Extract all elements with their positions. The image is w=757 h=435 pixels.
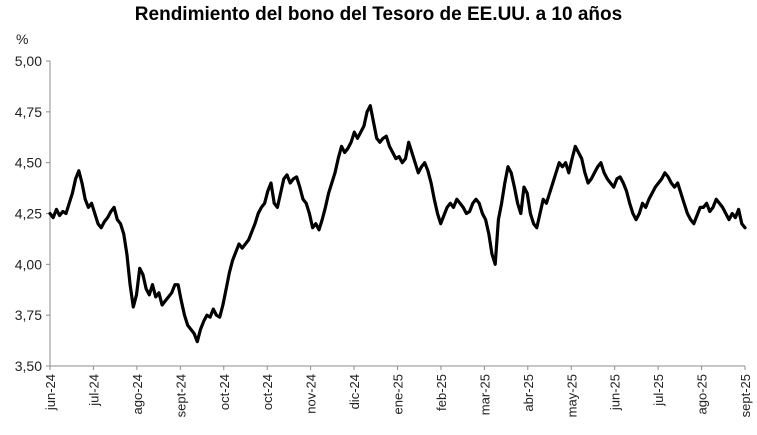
y-tick-label: 4,00 [15,256,42,272]
y-tick-label: 4,50 [15,155,42,171]
x-tick-label: jun-24 [43,374,58,411]
x-tick-label: dic-24 [347,374,362,409]
x-tick-label: oct-24 [260,374,275,410]
series-group [48,104,747,344]
chart-title: Rendimiento del bono del Tesoro de EE.UU… [134,4,623,25]
y-tick-label: 5,00 [15,53,42,69]
x-tick-label: jun-25 [608,374,623,411]
x-tick-label: oct-24 [217,374,232,410]
x-tick-label: ene-25 [391,374,406,414]
x-tick-label: abr-25 [521,374,536,412]
series-line [48,104,747,344]
y-tick-label: 4,25 [15,206,42,222]
y-tick-label: 3,75 [15,307,42,323]
y-tick-label: 4,75 [15,104,42,120]
x-tick-label: sept-24 [173,374,188,417]
y-tick-label: 3,50 [15,358,42,374]
x-tick-label: ago-24 [130,374,145,414]
x-tick-label: jul-24 [86,374,101,407]
y-axis-ticks: 3,50 3,75 4,00 4,25 4,50 4,75 5,00 [15,53,50,374]
x-tick-label: sept-25 [738,374,753,417]
x-tick-label: feb-25 [434,374,449,411]
x-tick-label: ago-25 [695,374,710,414]
x-tick-label: jul-25 [651,374,666,407]
x-tick-label: may-25 [564,374,579,417]
y-axis-unit-label: % [16,31,28,47]
x-tick-label: mar-25 [477,374,492,415]
x-axis-ticks: jun-24 jul-24 ago-24 sept-24 oct-24 oct-24 nov… [43,366,753,417]
x-tick-label: nov-24 [304,374,319,414]
